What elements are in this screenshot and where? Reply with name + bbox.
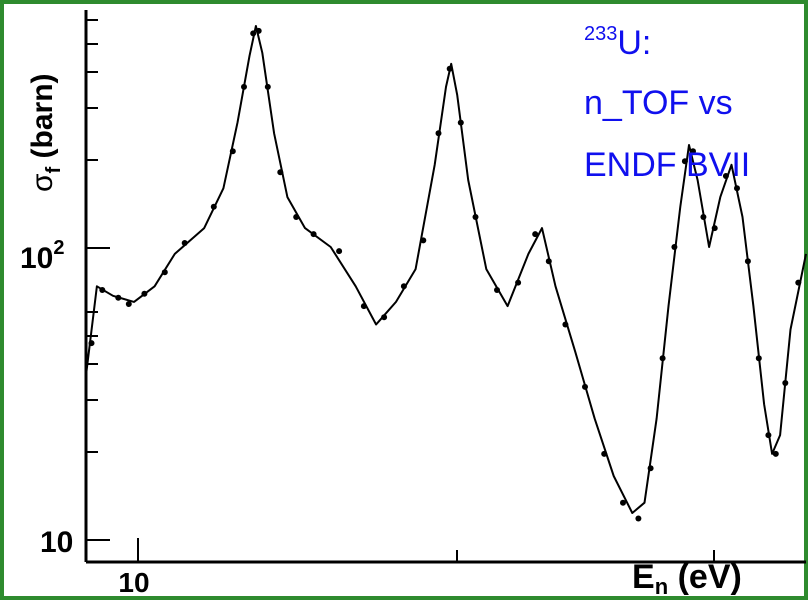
isotope-annotation: 233U:: [584, 23, 651, 62]
data-point: [671, 244, 678, 250]
data-point: [782, 380, 789, 386]
data-point: [141, 290, 148, 297]
data-point: [494, 287, 500, 293]
evaluated-curve: [85, 25, 807, 514]
data-point: [99, 287, 106, 293]
y-tick-label-100: 102: [20, 237, 65, 275]
data-point: [210, 203, 217, 210]
data-point: [250, 30, 257, 37]
data-point: [360, 303, 367, 310]
data-point: [659, 355, 666, 362]
data-point: [620, 499, 626, 506]
data-point: [700, 214, 707, 220]
data-point: [734, 185, 740, 192]
data-point: [420, 237, 427, 244]
data-point: [457, 119, 464, 126]
x-axis-label: En (eV): [632, 558, 742, 599]
data-point: [755, 355, 762, 362]
data-point: [161, 269, 168, 276]
data-point: [515, 279, 522, 286]
data-point: [336, 248, 343, 255]
data-point: [255, 27, 262, 34]
data-point: [744, 258, 751, 265]
data-point: [264, 83, 271, 90]
data-point: [115, 294, 122, 301]
data-point: [562, 321, 569, 328]
x-tick-label-10: 10: [118, 567, 149, 598]
annotation-line-3: ENDF BVII: [584, 146, 750, 184]
data-point: [772, 450, 779, 457]
data-point: [381, 314, 388, 321]
curve-layer: [85, 25, 807, 514]
data-point: [765, 432, 772, 439]
data-point: [681, 158, 688, 165]
y-tick-label-10: 10: [40, 526, 73, 559]
data-point: [532, 231, 539, 238]
data-point: [582, 383, 588, 390]
data-point: [601, 450, 608, 457]
data-point: [241, 83, 247, 90]
data-point: [722, 173, 729, 179]
data-point: [711, 225, 718, 232]
y-axis-label: σf (barn): [26, 73, 65, 192]
data-point: [635, 515, 642, 522]
points-layer: [88, 27, 802, 522]
data-point: [181, 240, 188, 246]
x-axis-ticks: [137, 538, 715, 562]
data-point: [310, 231, 317, 238]
data-point: [690, 148, 696, 155]
data-point: [277, 169, 284, 176]
data-point: [229, 148, 236, 155]
annotation-line-2: n_TOF vs: [584, 84, 733, 122]
y-axis-ticks: [86, 19, 110, 541]
data-point: [545, 258, 552, 265]
data-point: [435, 130, 442, 137]
data-point: [647, 465, 654, 472]
data-point: [400, 283, 407, 290]
data-point: [472, 214, 479, 220]
data-point: [446, 65, 453, 72]
data-point: [795, 279, 802, 286]
data-point: [125, 301, 132, 307]
data-point: [88, 340, 95, 347]
data-point: [293, 214, 300, 220]
